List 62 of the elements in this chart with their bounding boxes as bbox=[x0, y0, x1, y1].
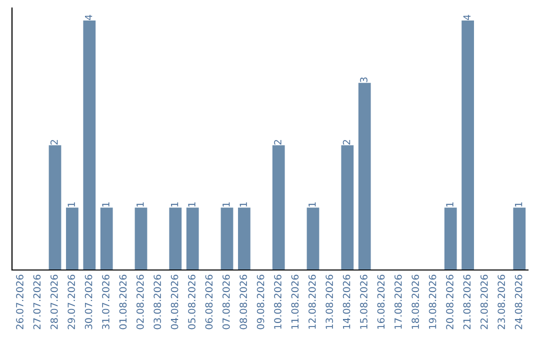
data-label: 2 bbox=[342, 140, 350, 145]
x-tick-label: 11.08.2026 bbox=[291, 274, 299, 329]
x-tick-label: 09.08.2026 bbox=[256, 274, 264, 330]
x-tick-label: 01.08.2026 bbox=[119, 274, 127, 330]
x-tick-label: 04.08.2026 bbox=[170, 274, 178, 330]
x-tick-label: 14.08.2026 bbox=[342, 274, 350, 329]
bar bbox=[169, 208, 182, 270]
data-label: 4 bbox=[463, 14, 470, 20]
x-tick-label: 02.08.2026 bbox=[136, 274, 144, 330]
x-tick-label: 06.08.2026 bbox=[205, 274, 213, 330]
x-tick-label: 30.07.2026 bbox=[84, 274, 92, 330]
x-tick-label: 20.08.2026 bbox=[446, 274, 454, 330]
data-label: 2 bbox=[50, 140, 58, 145]
bar bbox=[272, 145, 285, 270]
bar bbox=[220, 208, 234, 270]
bar bbox=[100, 208, 113, 270]
data-label: 1 bbox=[68, 202, 75, 207]
x-tick-label: 28.07.2026 bbox=[50, 274, 58, 330]
x-tick-label: 31.07.2026 bbox=[102, 274, 110, 330]
data-label: 1 bbox=[136, 202, 144, 207]
data-label: 2 bbox=[274, 140, 282, 145]
x-tick-label: 26.07.2026 bbox=[16, 274, 24, 330]
bar bbox=[306, 208, 320, 270]
x-tick-label: 13.08.2026 bbox=[326, 274, 334, 329]
x-tick-label: 16.08.2026 bbox=[377, 274, 385, 329]
x-tick-label: 19.08.2026 bbox=[428, 274, 436, 329]
x-tick-label: 12.08.2026 bbox=[308, 274, 316, 329]
data-label: 1 bbox=[446, 202, 454, 207]
bar bbox=[462, 20, 474, 270]
x-tick-label: 15.08.2026 bbox=[360, 274, 368, 329]
data-label: 1 bbox=[240, 202, 247, 207]
x-tick-label: 17.08.2026 bbox=[394, 274, 402, 329]
data-label: 1 bbox=[188, 202, 196, 207]
x-tick-label: 10.08.2026 bbox=[274, 274, 282, 329]
bar bbox=[66, 208, 78, 270]
bar bbox=[134, 208, 148, 270]
x-tick-label: 21.08.2026 bbox=[463, 274, 471, 330]
data-label: 1 bbox=[308, 202, 316, 207]
bar bbox=[358, 82, 371, 270]
x-tick-label: 27.07.2026 bbox=[33, 274, 41, 330]
bar bbox=[238, 208, 250, 270]
x-tick-label: 23.08.2026 bbox=[498, 274, 506, 330]
bar bbox=[83, 20, 96, 270]
bar bbox=[48, 145, 62, 270]
bar bbox=[444, 208, 457, 270]
data-label: 1 bbox=[514, 202, 522, 207]
bar bbox=[186, 208, 199, 270]
x-tick-label: 03.08.2026 bbox=[154, 274, 162, 330]
x-tick-label: 07.08.2026 bbox=[222, 274, 230, 330]
x-tick-label: 22.08.2026 bbox=[480, 274, 488, 330]
bar bbox=[341, 145, 354, 270]
data-label: 1 bbox=[102, 202, 110, 207]
data-label: 3 bbox=[360, 77, 368, 82]
x-tick-label: 29.07.2026 bbox=[68, 274, 76, 330]
data-label: 1 bbox=[222, 202, 230, 207]
x-tick-label: 18.08.2026 bbox=[412, 274, 420, 329]
x-tick-label: 05.08.2026 bbox=[188, 274, 196, 330]
x-tick-label: 08.08.2026 bbox=[240, 274, 248, 330]
data-label: 1 bbox=[170, 202, 178, 207]
data-label: 4 bbox=[84, 14, 92, 20]
bar bbox=[513, 208, 526, 270]
x-tick-label: 24.08.2026 bbox=[514, 274, 522, 330]
